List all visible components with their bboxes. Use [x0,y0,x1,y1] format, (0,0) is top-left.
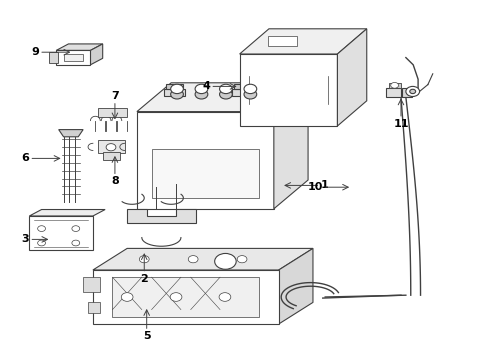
Circle shape [188,256,198,263]
Bar [63,54,83,61]
Bar [98,108,127,117]
Bar [102,152,120,160]
Bar [151,149,259,198]
Text: 1: 1 [320,180,327,190]
Polygon shape [90,44,102,65]
Bar [267,36,297,46]
Circle shape [139,256,149,263]
Polygon shape [137,83,307,112]
Text: 2: 2 [140,274,148,284]
Bar [112,277,259,317]
Circle shape [38,240,45,246]
Bar [98,140,124,153]
Bar [93,270,278,324]
Polygon shape [239,29,366,54]
Text: 6: 6 [21,153,29,163]
Bar [49,52,58,63]
Circle shape [72,226,80,231]
Circle shape [219,84,232,94]
Polygon shape [278,248,312,324]
Circle shape [244,84,256,94]
Bar [88,302,100,313]
Bar [401,88,411,97]
Text: 4: 4 [202,81,210,91]
Circle shape [170,84,183,94]
Polygon shape [93,248,312,270]
Bar [232,89,253,96]
Bar [56,50,90,65]
Circle shape [219,90,232,99]
Bar [234,84,251,89]
Circle shape [121,293,133,301]
Text: 7: 7 [111,91,119,101]
Circle shape [214,253,236,269]
Polygon shape [59,130,83,137]
Circle shape [390,82,398,88]
Bar [386,88,400,97]
Bar [29,216,93,250]
Bar [239,54,337,126]
Circle shape [106,144,116,151]
Text: 5: 5 [142,331,150,341]
Circle shape [72,240,80,246]
Circle shape [195,90,207,99]
Circle shape [409,89,415,94]
Text: 3: 3 [21,234,29,244]
Bar [137,112,273,209]
Circle shape [170,90,183,99]
Polygon shape [273,83,307,209]
Polygon shape [29,210,105,216]
Circle shape [405,86,419,96]
Circle shape [170,293,182,301]
Circle shape [237,256,246,263]
Bar [165,84,183,89]
Bar [388,83,400,88]
Polygon shape [127,209,195,223]
Polygon shape [56,44,102,50]
Circle shape [38,226,45,231]
Text: 10: 10 [307,182,322,192]
Bar [163,89,185,96]
Text: 9: 9 [31,47,39,57]
Circle shape [244,90,256,99]
Polygon shape [337,29,366,126]
Text: 8: 8 [111,176,119,186]
Bar [83,277,100,292]
Circle shape [195,84,207,94]
Circle shape [219,293,230,301]
Text: 11: 11 [392,119,408,129]
